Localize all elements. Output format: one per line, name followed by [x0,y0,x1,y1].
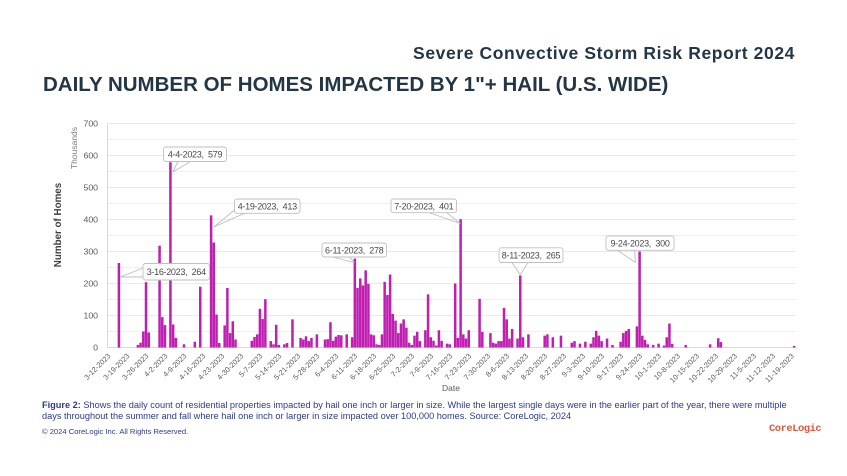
svg-text:4-4-2023, 579: 4-4-2023, 579 [168,150,223,160]
svg-text:7-20-2023, 401: 7-20-2023, 401 [394,201,453,211]
svg-text:400: 400 [84,215,99,225]
svg-text:300: 300 [84,247,99,257]
svg-text:9-24-2023, 300: 9-24-2023, 300 [610,239,669,249]
svg-text:Thousands: Thousands [69,127,79,169]
svg-text:4-19-2023, 413: 4-19-2023, 413 [238,202,297,212]
svg-text:8-11-2023, 265: 8-11-2023, 265 [502,251,561,261]
svg-text:Date: Date [442,383,460,393]
svg-text:500: 500 [84,183,99,193]
svg-text:3-16-2023, 264: 3-16-2023, 264 [147,267,206,277]
svg-text:6-11-2023, 278: 6-11-2023, 278 [325,245,384,255]
svg-text:600: 600 [84,151,99,161]
svg-text:700: 700 [84,119,99,129]
svg-text:200: 200 [84,279,99,289]
svg-text:Number of Homes: Number of Homes [53,182,64,267]
svg-text:100: 100 [84,311,99,321]
svg-text:0: 0 [93,343,98,353]
